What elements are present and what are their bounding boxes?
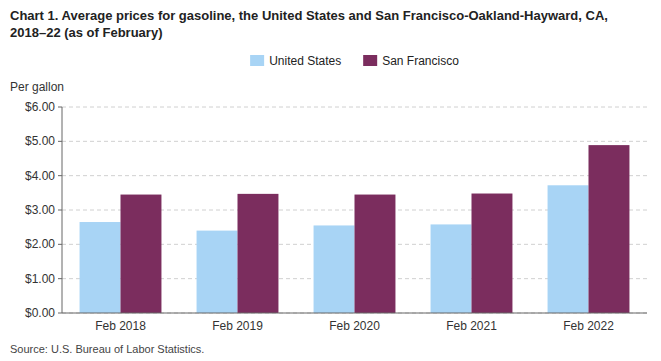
- bar: [548, 185, 589, 313]
- bar: [197, 231, 238, 313]
- legend-label: United States: [269, 54, 341, 68]
- x-tick-label: Feb 2018: [95, 319, 146, 333]
- y-tick: [58, 244, 62, 245]
- grid-line: [62, 175, 647, 176]
- grid-line: [62, 107, 647, 108]
- y-tick: [58, 141, 62, 142]
- legend-swatch: [250, 55, 264, 66]
- bar: [355, 195, 396, 313]
- legend-item: United States: [250, 54, 341, 68]
- y-tick-label: $3.00: [25, 203, 55, 217]
- x-tick-label: Feb 2020: [329, 319, 380, 333]
- y-tick: [58, 313, 62, 314]
- x-tick-label: Feb 2019: [212, 319, 263, 333]
- bar: [589, 145, 630, 313]
- y-axis-label: Per gallon: [10, 80, 64, 94]
- x-tick-label: Feb 2021: [446, 319, 497, 333]
- title-line: 2018–22 (as of February): [10, 25, 162, 40]
- legend-label: San Francisco: [382, 54, 459, 68]
- chart: Chart 1. Average prices for gasoline, th…: [0, 0, 661, 361]
- bar: [121, 195, 162, 313]
- title-line: Chart 1. Average prices for gasoline, th…: [10, 8, 608, 23]
- y-tick: [58, 175, 62, 176]
- y-tick-label: $6.00: [25, 100, 55, 114]
- title: Chart 1. Average prices for gasoline, th…: [10, 8, 608, 40]
- grid-line: [62, 141, 647, 142]
- y-tick-label: $1.00: [25, 272, 55, 286]
- grid: [62, 107, 647, 313]
- grid-line: [62, 313, 647, 314]
- bar: [431, 224, 472, 313]
- x-tick-label: Feb 2022: [563, 319, 614, 333]
- x-axis-line: [62, 313, 647, 314]
- legend-swatch: [363, 55, 377, 66]
- y-tick-label: $4.00: [25, 169, 55, 183]
- legend-item: San Francisco: [363, 54, 459, 68]
- y-axis-line: [62, 107, 63, 313]
- bar: [80, 222, 121, 313]
- bar: [238, 194, 279, 313]
- y-tick: [58, 278, 62, 279]
- background: [0, 0, 661, 361]
- y-tick-label: $5.00: [25, 134, 55, 148]
- y-tick-label: $2.00: [25, 237, 55, 251]
- legend: United States San Francisco: [250, 54, 459, 68]
- y-tick: [58, 210, 62, 211]
- bar: [314, 225, 355, 313]
- y-tick-label: $0.00: [25, 306, 55, 320]
- y-tick: [58, 107, 62, 108]
- source: Source: U.S. Bureau of Labor Statistics.: [10, 343, 204, 355]
- bars: [80, 145, 630, 313]
- bar: [472, 194, 513, 313]
